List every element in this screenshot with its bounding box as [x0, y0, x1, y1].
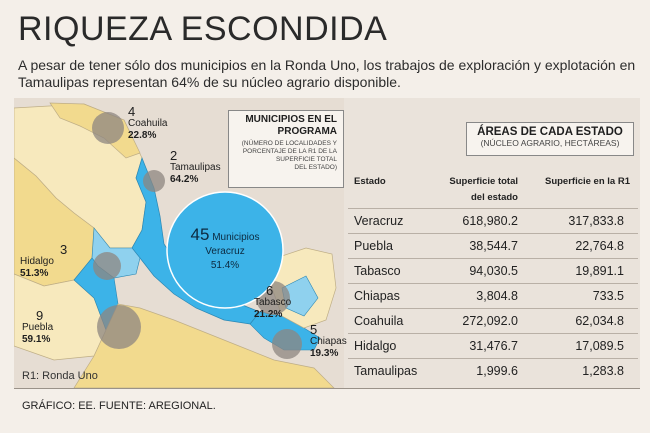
table-title: ÁREAS DE CADA ESTADO: [477, 126, 623, 138]
column-header-total: Superficie total del estado: [449, 176, 518, 203]
table-row: Coahuila 272,092.0 62,034.8: [348, 308, 638, 334]
cell-total: 3,804.8: [476, 289, 518, 303]
hidalgo-label: 3 Hidalgo 51.3%: [20, 242, 68, 279]
table-row: Hidalgo 31,476.7 17,089.5: [348, 333, 638, 359]
column-header-estado: Estado: [354, 176, 386, 187]
r1-note: R1: Ronda Uno: [22, 370, 98, 382]
cell-estado: Puebla: [354, 239, 393, 253]
footer-credits: GRÁFICO: EE. FUENTE: AREGIONAL.: [22, 400, 216, 412]
chiapas-bubble: [272, 329, 302, 359]
footer-divider: [14, 388, 640, 389]
cell-estado: Coahuila: [354, 314, 404, 328]
puebla-bubble: [97, 305, 141, 349]
veracruz-bubble: [166, 191, 284, 309]
cell-r1: 62,034.8: [575, 314, 624, 328]
cell-total: 272,092.0: [462, 314, 518, 328]
cell-total: 1,999.6: [476, 364, 518, 378]
table-subtitle: (NÚCLEO AGRARIO, HECTÁREAS): [480, 138, 620, 148]
column-header-r1: Superficie en la R1: [544, 176, 630, 187]
cell-estado: Tabasco: [354, 264, 401, 278]
cell-r1: 1,283.8: [582, 364, 624, 378]
cell-estado: Veracruz: [354, 214, 404, 228]
cell-r1: 317,833.8: [568, 214, 624, 228]
cell-total: 94,030.5: [469, 264, 518, 278]
table-row: Chiapas 3,804.8 733.5: [348, 283, 638, 309]
tamaulipas-label: 2 Tamaulipas 64.2%: [170, 148, 221, 185]
hidalgo-bubble: [93, 252, 121, 280]
veracruz-label: 45 Municipios Veracruz 51.4%: [190, 225, 260, 271]
chiapas-label: 5 Chiapas 19.3%: [310, 322, 347, 359]
table-row: Tamaulipas 1,999.6 1,283.8: [348, 358, 638, 384]
cell-r1: 733.5: [592, 289, 624, 303]
table-row: Tabasco 94,030.5 19,891.1: [348, 258, 638, 284]
tamaulipas-bubble: [143, 170, 165, 192]
coahuila-bubble: [92, 112, 124, 144]
cell-total: 31,476.7: [469, 339, 518, 353]
legend-title: MUNICIPIOS EN EL PROGRAMA: [245, 114, 337, 137]
cell-r1: 19,891.1: [575, 264, 624, 278]
cell-r1: 22,764.8: [575, 239, 624, 253]
cell-estado: Chiapas: [354, 289, 400, 303]
legend-subtitle: (NÚMERO DE LOCALIDADES Y PORCENTAJE DE L…: [241, 140, 337, 171]
cell-total: 38,544.7: [469, 239, 518, 253]
coahuila-label: 4 Coahuila 22.8%: [128, 104, 168, 141]
legend-box: MUNICIPIOS EN EL PROGRAMA (NÚMERO DE LOC…: [228, 110, 344, 188]
table-row: Puebla 38,544.7 22,764.8: [348, 233, 638, 259]
cell-total: 618,980.2: [462, 214, 518, 228]
intro-text: A pesar de tener sólo dos municipios en …: [18, 57, 636, 90]
table-row: Veracruz 618,980.2 317,833.8: [348, 208, 638, 234]
cell-r1: 17,089.5: [575, 339, 624, 353]
table-title-box: ÁREAS DE CADA ESTADO (NÚCLEO AGRARIO, HE…: [466, 122, 634, 156]
cell-estado: Tamaulipas: [354, 364, 418, 378]
puebla-label: 9 Puebla 59.1%: [22, 308, 54, 345]
page-title: RIQUEZA ESCONDIDA: [18, 10, 388, 48]
cell-estado: Hidalgo: [354, 339, 397, 353]
tabasco-label: 6 Tabasco 21.2%: [254, 283, 292, 320]
